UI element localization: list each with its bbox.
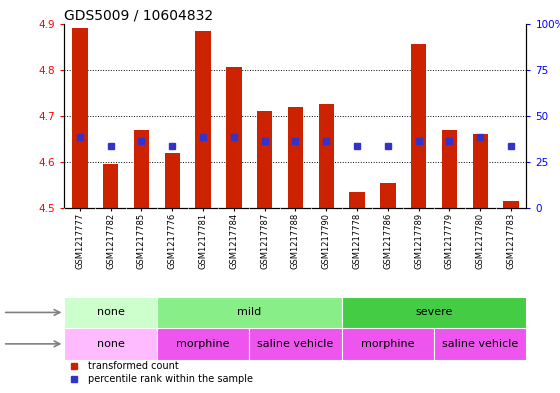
Text: GSM1217781: GSM1217781 <box>198 213 208 269</box>
Bar <box>434 328 526 360</box>
Text: GSM1217789: GSM1217789 <box>414 213 423 269</box>
Text: morphine: morphine <box>361 339 414 349</box>
Bar <box>195 31 211 208</box>
Bar <box>257 111 272 208</box>
Bar <box>64 297 157 328</box>
Text: GSM1217778: GSM1217778 <box>352 213 362 269</box>
Text: GSM1217777: GSM1217777 <box>75 213 85 269</box>
Bar <box>411 44 426 208</box>
Text: percentile rank within the sample: percentile rank within the sample <box>87 374 253 384</box>
Bar <box>380 183 395 208</box>
Bar <box>134 130 149 208</box>
Bar <box>249 328 342 360</box>
Text: morphine: morphine <box>176 339 230 349</box>
Text: GSM1217786: GSM1217786 <box>383 213 393 269</box>
Text: GSM1217779: GSM1217779 <box>445 213 454 269</box>
Text: GSM1217784: GSM1217784 <box>229 213 239 269</box>
Text: GSM1217785: GSM1217785 <box>137 213 146 269</box>
Text: GSM1217782: GSM1217782 <box>106 213 115 269</box>
Bar <box>226 68 241 208</box>
Text: GSM1217790: GSM1217790 <box>321 213 331 269</box>
Text: saline vehicle: saline vehicle <box>442 339 519 349</box>
Bar <box>319 105 334 208</box>
Text: GSM1217776: GSM1217776 <box>167 213 177 269</box>
Text: transformed count: transformed count <box>87 361 178 371</box>
Text: GDS5009 / 10604832: GDS5009 / 10604832 <box>64 8 213 22</box>
Bar <box>103 164 118 208</box>
Text: none: none <box>97 339 124 349</box>
Text: severe: severe <box>416 307 452 318</box>
Bar <box>157 328 249 360</box>
Text: GSM1217787: GSM1217787 <box>260 213 269 269</box>
Text: GSM1217783: GSM1217783 <box>506 213 516 269</box>
Bar <box>64 328 157 360</box>
Bar <box>473 134 488 208</box>
Text: mild: mild <box>237 307 262 318</box>
Bar <box>288 107 303 208</box>
Bar <box>342 328 434 360</box>
Bar <box>349 192 365 208</box>
Text: GSM1217780: GSM1217780 <box>475 213 485 269</box>
Bar <box>72 28 87 208</box>
Bar <box>165 153 180 208</box>
Text: none: none <box>97 307 124 318</box>
Bar <box>503 201 519 208</box>
Text: saline vehicle: saline vehicle <box>257 339 334 349</box>
Bar <box>442 130 457 208</box>
Bar <box>342 297 526 328</box>
Text: GSM1217788: GSM1217788 <box>291 213 300 269</box>
Bar <box>157 297 342 328</box>
